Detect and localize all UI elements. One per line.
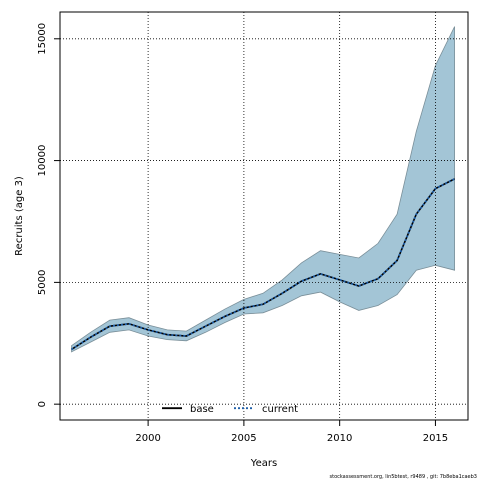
confidence-band-layer bbox=[71, 26, 455, 353]
y-axis-label: Recruits (age 3) bbox=[14, 176, 25, 256]
x-tick-label-2015: 2015 bbox=[423, 433, 448, 444]
y-tick-label-10000: 10000 bbox=[37, 145, 48, 177]
plot-frame bbox=[59, 11, 469, 421]
legend: base current bbox=[162, 404, 298, 415]
series-line-base bbox=[71, 178, 455, 351]
x-axis-label: Years bbox=[250, 458, 277, 469]
footnote: stockassessment.org, lin5btest, r9489 , … bbox=[330, 474, 478, 480]
x-tick-label-2005: 2005 bbox=[231, 433, 256, 444]
grid-layer bbox=[60, 12, 468, 420]
series-line-layer bbox=[71, 178, 456, 351]
tick-layer: 2000 2005 2010 2015 0 5000 10000 15000 bbox=[37, 23, 448, 444]
x-tick-label-2010: 2010 bbox=[327, 433, 352, 444]
confidence-band bbox=[71, 26, 455, 353]
y-tick-label-0: 0 bbox=[37, 401, 48, 407]
y-tick-label-5000: 5000 bbox=[37, 270, 48, 295]
y-tick-label-15000: 15000 bbox=[37, 23, 48, 55]
legend-base-label: base bbox=[190, 404, 214, 415]
legend-current-label: current bbox=[262, 404, 298, 415]
x-tick-label-2000: 2000 bbox=[135, 433, 160, 444]
